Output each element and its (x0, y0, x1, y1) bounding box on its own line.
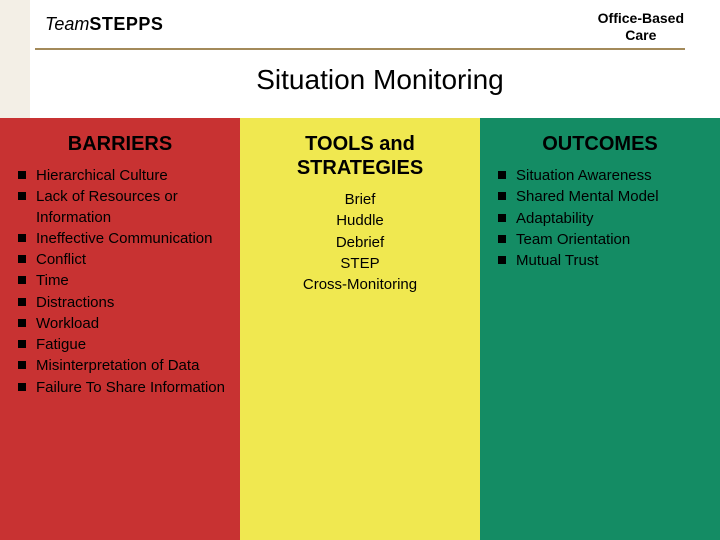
list-item: Distractions (36, 293, 226, 313)
column-barriers: BARRIERS Hierarchical Culture Lack of Re… (0, 118, 240, 540)
list-item: Conflict (36, 250, 226, 270)
list-item: Debrief (254, 233, 466, 253)
header-right-line2: Care (598, 27, 684, 44)
header-rule (35, 48, 685, 50)
logo-team: Team (45, 14, 89, 34)
page-title: Situation Monitoring (0, 64, 720, 96)
list-item: Time (36, 271, 226, 291)
list-item: Hierarchical Culture (36, 166, 226, 186)
list-item: Team Orientation (516, 230, 706, 250)
barriers-list: Hierarchical Culture Lack of Resources o… (14, 166, 226, 398)
list-item: Misinterpretation of Data (36, 356, 226, 376)
column-tools: TOOLS and STRATEGIES Brief Huddle Debrie… (240, 118, 480, 540)
header-right: Office-Based Care (598, 10, 684, 44)
tools-heading-line2: STRATEGIES (254, 156, 466, 180)
list-item: STEP (254, 254, 466, 274)
outcomes-list: Situation Awareness Shared Mental Model … (494, 166, 706, 271)
barriers-heading: BARRIERS (14, 132, 226, 156)
list-item: Huddle (254, 211, 466, 231)
tools-list: Brief Huddle Debrief STEP Cross-Monitori… (254, 190, 466, 295)
header-right-line1: Office-Based (598, 10, 684, 27)
list-item: Workload (36, 314, 226, 334)
columns: BARRIERS Hierarchical Culture Lack of Re… (0, 118, 720, 540)
logo: TeamSTEPPS (45, 14, 163, 35)
outcomes-heading: OUTCOMES (494, 132, 706, 156)
tools-heading-line1: TOOLS and (254, 132, 466, 156)
list-item: Shared Mental Model (516, 187, 706, 207)
list-item: Mutual Trust (516, 251, 706, 271)
header: TeamSTEPPS Office-Based Care (0, 0, 720, 60)
list-item: Failure To Share Information (36, 378, 226, 398)
list-item: Lack of Resources or Information (36, 187, 226, 228)
slide: TeamSTEPPS Office-Based Care Situation M… (0, 0, 720, 540)
list-item: Brief (254, 190, 466, 210)
list-item: Adaptability (516, 209, 706, 229)
list-item: Ineffective Communication (36, 229, 226, 249)
column-outcomes: OUTCOMES Situation Awareness Shared Ment… (480, 118, 720, 540)
list-item: Cross-Monitoring (254, 275, 466, 295)
tools-heading: TOOLS and STRATEGIES (254, 132, 466, 180)
list-item: Situation Awareness (516, 166, 706, 186)
logo-stepps: STEPPS (89, 14, 163, 34)
list-item: Fatigue (36, 335, 226, 355)
